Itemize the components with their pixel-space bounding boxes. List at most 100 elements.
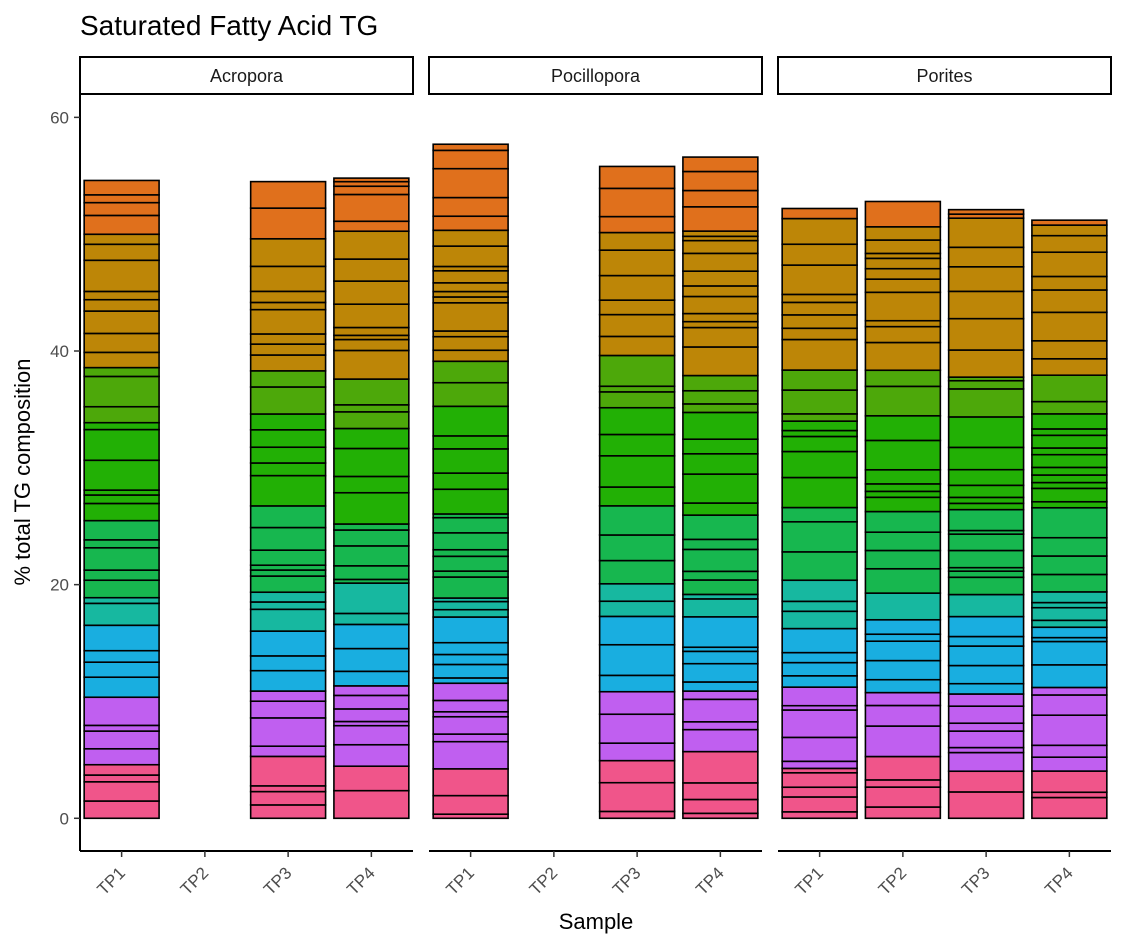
bar-segment (947, 446, 1025, 471)
bar-segment (947, 791, 1025, 820)
bar-segment (947, 379, 1025, 390)
bar-segment (333, 427, 410, 450)
bar-segment (781, 369, 858, 391)
bar-segment (864, 341, 942, 372)
bar-segment (598, 582, 676, 603)
bar-segment (682, 721, 759, 731)
bar-segment (1031, 275, 1108, 291)
bar-segment (682, 750, 759, 784)
x-tick-label: TP4 (1041, 863, 1076, 898)
bar-segment (947, 751, 1025, 773)
bar-segment (83, 624, 160, 652)
bar-segment (864, 226, 942, 241)
x-tick-label: TP2 (875, 863, 910, 898)
bar-segment (598, 505, 676, 536)
bar-segment (781, 264, 858, 296)
bar-segment (682, 374, 759, 392)
bar-segment (682, 326, 759, 348)
bar-segment (1031, 357, 1108, 376)
bar-segment (947, 317, 1025, 351)
bar-segment (83, 214, 160, 236)
bar-segment (598, 391, 676, 409)
bar-segment (333, 582, 410, 615)
bar-segment (333, 220, 410, 233)
bar-segment (598, 600, 676, 618)
bar-segment (864, 567, 942, 594)
bar-segment (249, 462, 327, 477)
bar-segment (333, 185, 410, 196)
bar-segment (598, 354, 676, 388)
bar-segment (249, 386, 327, 415)
bar-segment (598, 559, 676, 585)
bar-segment (333, 404, 410, 413)
bar-segment (781, 736, 858, 763)
facet-panel-pocillopora: Pocillopora TP1 TP2 TP3 TP4 (428, 56, 763, 899)
bar-segment (333, 447, 410, 478)
bar-segment (432, 699, 509, 713)
bar-segment (598, 690, 676, 716)
bar-segment (864, 549, 942, 570)
bar-segment (864, 510, 942, 533)
bar-segment (333, 280, 410, 305)
bar-segment (249, 370, 327, 388)
bar-segment (781, 675, 858, 688)
bar-segment (249, 804, 327, 820)
x-tick-label: TP3 (260, 863, 295, 898)
bar-segment (781, 293, 858, 304)
bar-segment (864, 496, 942, 513)
bar-segment (83, 502, 160, 522)
bar-segment (432, 608, 509, 618)
bar-segment (947, 615, 1025, 638)
bar-segment (1031, 434, 1108, 449)
bar-segment (781, 651, 858, 664)
bar-segment (598, 231, 676, 251)
bar-segment (249, 549, 327, 567)
bar-segment (83, 724, 160, 732)
bar-segment (598, 313, 676, 338)
x-tick-label: TP1 (792, 863, 827, 898)
bar-segment (781, 686, 858, 707)
y-tick-label: 20 (50, 576, 69, 595)
bar-segment (598, 674, 676, 693)
bar-segment (682, 548, 759, 573)
bar-segment (83, 730, 160, 750)
bar-segment (682, 270, 759, 287)
bar-segment (947, 468, 1025, 487)
bar-segment (249, 655, 327, 672)
x-tick-label: TP3 (958, 863, 993, 898)
facet-strip-pocillopora (428, 56, 763, 95)
bar-segment (83, 596, 160, 605)
bar-segment (781, 327, 858, 341)
bar-segment (83, 375, 160, 408)
bar-segment (333, 230, 410, 260)
bar-segment (947, 645, 1025, 667)
bar-segment (947, 593, 1025, 618)
bar-segment (864, 592, 942, 621)
bar-segment (682, 616, 759, 649)
bar-segment (947, 484, 1025, 499)
bar-segment (1031, 481, 1108, 490)
bar-segment (781, 413, 858, 422)
bar-segment (83, 519, 160, 541)
bar-segment (781, 217, 858, 246)
bar-segment (1031, 686, 1108, 696)
bar-segment (249, 717, 327, 747)
bar-segment (598, 643, 676, 677)
bar-segment (947, 549, 1025, 569)
bar-segment (1031, 573, 1108, 593)
bar-segment (1031, 770, 1108, 794)
bar-segment (682, 452, 759, 475)
bar-segment (1031, 289, 1108, 314)
bar-segment (333, 708, 410, 723)
bar-segment (598, 486, 676, 507)
bar-segment (1031, 487, 1108, 503)
bar-segment (1031, 374, 1108, 403)
bar-segment (682, 662, 759, 683)
bar-segment (432, 335, 509, 352)
bar-segment (781, 786, 858, 798)
bar-segment (333, 685, 410, 697)
bar-segment (864, 704, 942, 727)
bar-segment (947, 635, 1025, 647)
x-tick-label: TP4 (692, 863, 727, 898)
bar-segment (781, 579, 858, 603)
